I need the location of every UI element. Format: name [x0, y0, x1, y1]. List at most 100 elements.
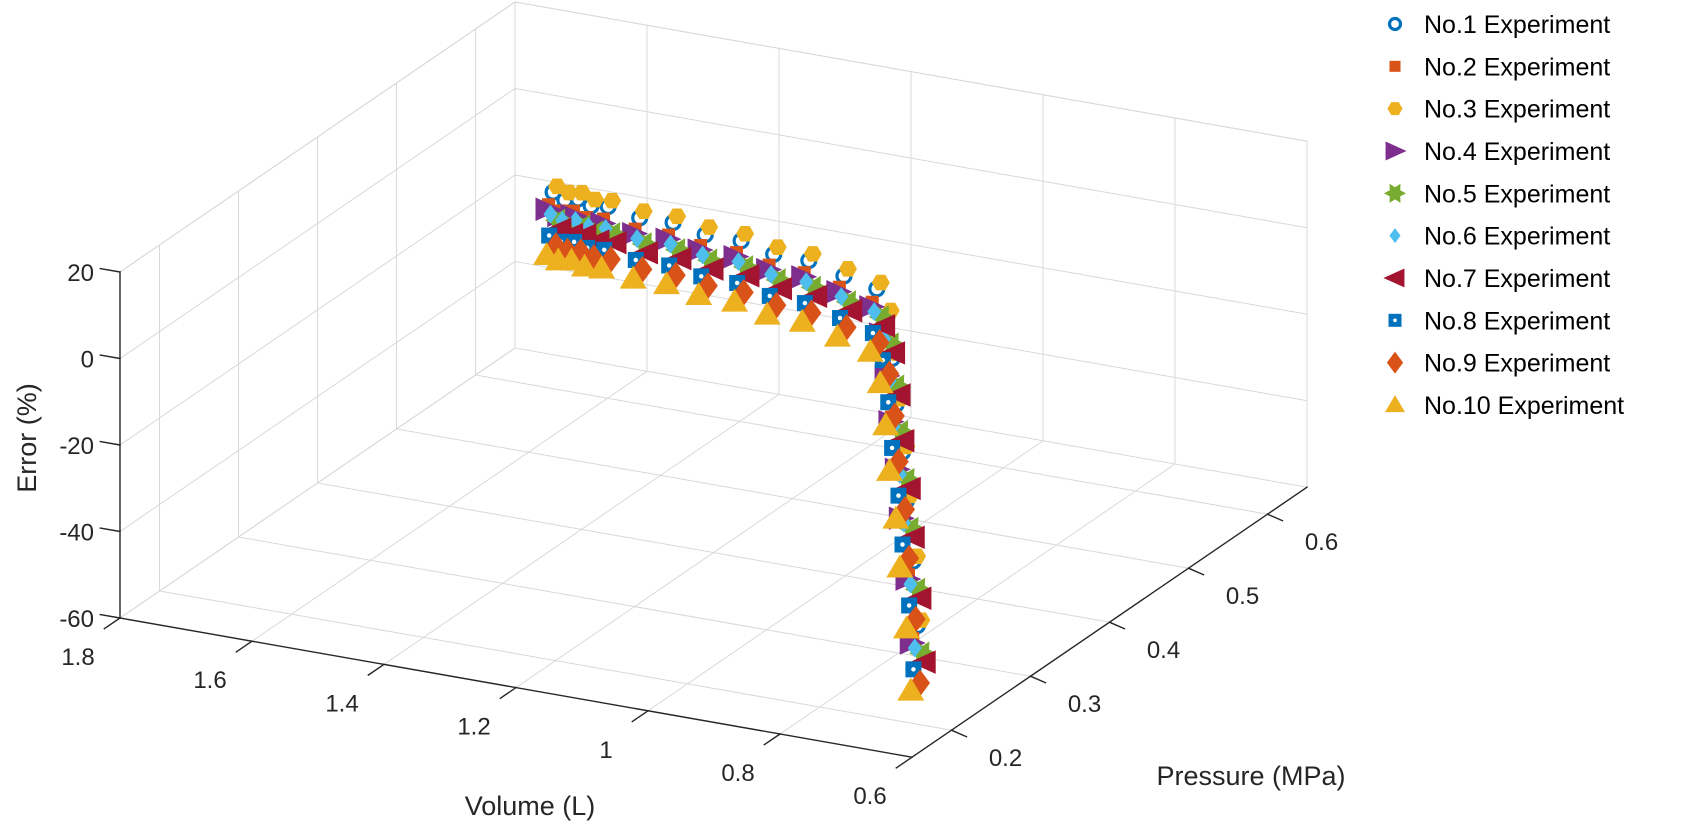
y-tick-label: 0.3 — [1068, 691, 1101, 718]
point-s7 — [879, 341, 906, 365]
point-s3 — [603, 192, 622, 209]
legend-marker-7 — [1383, 268, 1405, 288]
point-s8-dot — [571, 239, 577, 245]
point-s3 — [803, 246, 822, 262]
point-s10 — [619, 265, 647, 289]
legend-marker-3 — [1387, 102, 1403, 116]
point-s8-dot — [900, 542, 905, 547]
point-s8-dot — [911, 667, 916, 672]
y-tick-label: 0.4 — [1147, 637, 1180, 664]
point-s5 — [894, 467, 922, 492]
point-s10 — [571, 253, 599, 277]
point-s8-dot — [699, 274, 704, 279]
legend-marker-4 — [1385, 141, 1407, 161]
y-tick-label: 0.6 — [1305, 529, 1338, 556]
point-s8-dot — [870, 330, 876, 336]
legend-item-2: No.2 Experiment — [1389, 53, 1610, 81]
point-s6 — [903, 574, 918, 594]
x-tick-label: 1.4 — [325, 690, 358, 717]
legend-item-9: No.9 Experiment — [1386, 350, 1610, 378]
point-s3 — [559, 184, 578, 201]
point-s8-dot — [633, 257, 639, 263]
x-tick-label: 0.6 — [853, 783, 886, 810]
point-s7 — [905, 586, 932, 610]
point-s5 — [878, 332, 906, 356]
point-s6 — [663, 234, 678, 254]
point-s9 — [570, 238, 591, 266]
x-tick-label: 1.2 — [457, 714, 490, 741]
point-s7 — [600, 230, 627, 255]
x-tick-label: 0.8 — [721, 760, 754, 787]
legend-label-1: No.1 Experiment — [1424, 11, 1610, 39]
point-s3 — [586, 191, 605, 208]
point-s9 — [665, 261, 686, 289]
x-axis-label: Volume (L) — [465, 791, 596, 821]
x-tick-label: 1.6 — [193, 667, 226, 694]
point-s6 — [867, 302, 882, 322]
point-s10 — [882, 505, 910, 529]
y-tick-label: 0.2 — [989, 745, 1022, 772]
point-s3 — [668, 208, 687, 225]
point-s8-dot — [802, 300, 808, 306]
x-tick-label: 1 — [599, 737, 612, 764]
point-s7 — [766, 277, 793, 301]
legend-label-5: No.5 Experiment — [1424, 180, 1610, 208]
legend-item-6: No.6 Experiment — [1389, 223, 1610, 251]
point-s7 — [665, 246, 692, 271]
point-s10 — [897, 677, 925, 701]
point-s10 — [886, 554, 914, 578]
point-s10 — [753, 301, 781, 325]
legend-item-5: No.5 Experiment — [1384, 180, 1610, 208]
point-s3 — [838, 261, 857, 277]
point-s6 — [907, 638, 922, 658]
point-s3 — [634, 203, 653, 219]
point-s5 — [697, 248, 724, 272]
legend-marker-8-dot — [1393, 318, 1397, 323]
point-s10 — [866, 370, 894, 394]
point-s10 — [721, 288, 749, 312]
legend-marker-9 — [1386, 351, 1404, 374]
point-s8-dot — [886, 399, 891, 405]
legend-item-1: No.1 Experiment — [1387, 11, 1610, 39]
data-points — [533, 178, 937, 701]
series-10 — [533, 242, 925, 701]
legend-item-10: No.10 Experiment — [1385, 392, 1624, 420]
legend-label-4: No.4 Experiment — [1424, 138, 1610, 166]
point-s7 — [894, 476, 921, 501]
point-s3 — [700, 219, 719, 235]
point-s7 — [632, 241, 659, 265]
legend-label-9: No.9 Experiment — [1424, 350, 1610, 378]
axis-lines — [99, 267, 1308, 769]
point-s3 — [736, 225, 755, 242]
point-s6 — [834, 287, 849, 307]
point-s10 — [823, 323, 851, 347]
point-s5 — [582, 220, 610, 244]
point-s8-dot — [837, 315, 843, 321]
point-s10 — [653, 271, 681, 295]
point-s8-dot — [889, 445, 895, 451]
point-s8-dot — [601, 247, 607, 253]
z-tick-label: 0 — [81, 347, 94, 374]
legend-label-2: No.2 Experiment — [1424, 53, 1610, 81]
point-s7 — [697, 257, 724, 281]
legend-item-7: No.7 Experiment — [1383, 265, 1610, 293]
point-s7 — [888, 429, 915, 453]
legend-item-4: No.4 Experiment — [1385, 138, 1610, 166]
point-s8-dot — [734, 280, 740, 286]
point-s5 — [884, 374, 911, 398]
point-s8-dot — [896, 493, 901, 498]
point-s7 — [836, 299, 863, 323]
point-s8-dot — [546, 233, 552, 238]
point-s5 — [765, 268, 793, 292]
point-s8-dot — [666, 263, 672, 268]
point-s7 — [884, 383, 911, 407]
point-s5 — [898, 516, 926, 541]
z-tick-label: -40 — [59, 520, 94, 547]
point-s6 — [731, 252, 746, 272]
point-s9 — [895, 495, 916, 523]
point-s7 — [898, 525, 925, 549]
legend-label-10: No.10 Experiment — [1424, 392, 1624, 420]
point-s10 — [872, 412, 900, 436]
